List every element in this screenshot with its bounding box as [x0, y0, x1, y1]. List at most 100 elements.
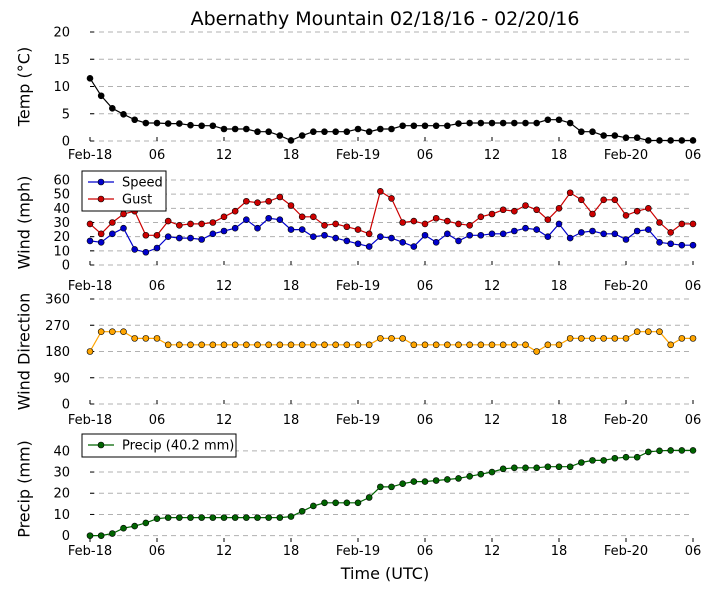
- direction-series-0-point: [689, 335, 697, 342]
- precip-legend: [81, 433, 237, 458]
- direction-series-0-point: [410, 341, 418, 349]
- precip-xtick-label: 06: [149, 544, 166, 559]
- direction-series-0-point: [667, 341, 674, 349]
- x-axis-label: Time (UTC): [340, 564, 429, 583]
- temp-xtick-label: 12: [216, 148, 233, 163]
- direction-series-0-point: [499, 341, 507, 349]
- direction-xtick-label: 06: [685, 413, 702, 428]
- wind-legend-label: Speed: [122, 176, 163, 191]
- wind-series-1-point: [622, 212, 630, 219]
- precip-series-0-point: [187, 514, 194, 521]
- precip-series-0-point: [678, 447, 686, 454]
- wind-series-0-point: [276, 216, 284, 223]
- wind-series-0-point: [578, 229, 585, 236]
- temp-xtick-label: 18: [551, 148, 568, 163]
- precip-y-axis-label: Precip (mm): [15, 440, 34, 538]
- direction-series-0-point: [645, 328, 652, 335]
- direction-series-0-point: [432, 341, 440, 349]
- direction-ytick-label: 360: [45, 293, 70, 308]
- temp-series-0-point: [332, 128, 339, 136]
- direction-series-0-point: [444, 341, 451, 349]
- precip-series-0-point: [466, 472, 473, 480]
- wind-series-0-point: [410, 243, 418, 250]
- direction-series-0-point: [187, 341, 194, 349]
- wind-series-1-point: [455, 220, 462, 228]
- direction-series-0-point: [611, 335, 619, 342]
- direction-series-0-point: [399, 335, 406, 342]
- temp-ytick-label: 15: [53, 53, 70, 68]
- wind-series-0-point: [142, 248, 150, 256]
- temp-series-0-point: [153, 119, 161, 127]
- wind-y-axis-label: Wind (mph): [15, 176, 34, 270]
- direction-xtick-label: 06: [149, 413, 166, 428]
- temp-series-0-point: [533, 119, 540, 127]
- wind-legend-swatch-marker: [97, 195, 105, 203]
- wind-series-0-point: [86, 237, 94, 245]
- wind-ytick-label: 0: [62, 259, 70, 274]
- direction-ytick-label: 270: [45, 319, 70, 334]
- wind-series-1-point: [287, 202, 295, 209]
- direction-series-0-point: [656, 328, 663, 335]
- wind-series-1-point: [365, 230, 373, 238]
- precip-series-0-point: [365, 494, 373, 501]
- precip-series-0-point: [332, 499, 339, 507]
- temp-series-0-point: [511, 119, 518, 127]
- precip-series-0-point: [231, 514, 239, 521]
- wind-series-0-point: [533, 226, 540, 233]
- precip-series-0-point: [198, 514, 205, 521]
- precip-xtick-label: 12: [484, 544, 501, 559]
- temp-series-0-point: [131, 116, 138, 124]
- wind-series-0-point: [343, 237, 351, 245]
- direction-series-0-point: [555, 341, 563, 349]
- temp-series-0-point: [243, 125, 250, 133]
- direction-series-0-point: [243, 341, 250, 349]
- direction-series-0-point: [209, 341, 217, 349]
- temp-xtick-label: Feb-18: [68, 148, 112, 163]
- direction-series-0-point: [254, 341, 261, 349]
- direction-series-0-point: [265, 341, 272, 349]
- wind-series-1-point: [310, 213, 317, 221]
- wind-series-0-point: [377, 233, 384, 240]
- wind-series-0-point: [321, 231, 328, 239]
- temp-series-0-point: [689, 137, 697, 144]
- temp-series-0-point: [410, 122, 418, 130]
- wind-series-1-point: [321, 222, 328, 229]
- precip-xtick-label: 06: [685, 544, 702, 559]
- wind-series-0-point: [444, 230, 451, 238]
- temp-y-axis-label: Temp (°C): [15, 47, 34, 127]
- direction-series-0-point: [287, 341, 295, 349]
- wind-series-0-point: [243, 216, 250, 223]
- direction-xtick-label: 12: [216, 413, 233, 428]
- direction-series-0-point: [511, 341, 518, 349]
- precip-series-0-point: [600, 457, 607, 464]
- wind-xtick-label: 06: [149, 279, 166, 294]
- precip-series-0-point: [633, 453, 641, 461]
- temp-series-0-point: [578, 128, 585, 136]
- wind-series-1-point: [667, 229, 674, 236]
- wind-series-1-point: [220, 213, 228, 221]
- precip-series-0-point: [399, 480, 406, 488]
- temp-xtick-label: Feb-19: [336, 148, 380, 163]
- wind-series-1-point: [388, 195, 395, 202]
- wind-series-1-point: [142, 231, 150, 239]
- precip-series-0-point: [622, 453, 630, 461]
- temp-ytick-label: 5: [62, 107, 70, 122]
- wind-series-1-point: [153, 231, 161, 239]
- direction-series-0-point: [421, 341, 429, 349]
- direction-series-0-point: [142, 335, 150, 342]
- wind-series-1-point: [522, 202, 529, 209]
- temp-xtick-label: 06: [417, 148, 434, 163]
- wind-series-0-point: [477, 231, 485, 239]
- wind-series-0-point: [466, 231, 473, 239]
- wind-series-1-point: [254, 199, 261, 206]
- temp-series-0-point: [477, 119, 485, 127]
- temp-ytick-label: 10: [53, 80, 70, 95]
- wind-series-0-point: [298, 226, 306, 233]
- precip-series-0-point: [645, 448, 652, 456]
- wind-ytick-label: 30: [53, 216, 70, 231]
- direction-xtick-label: 06: [417, 413, 434, 428]
- temp-series-0-point: [488, 119, 496, 127]
- precip-series-0-point: [321, 499, 328, 507]
- direction-series-0-point: [522, 341, 529, 349]
